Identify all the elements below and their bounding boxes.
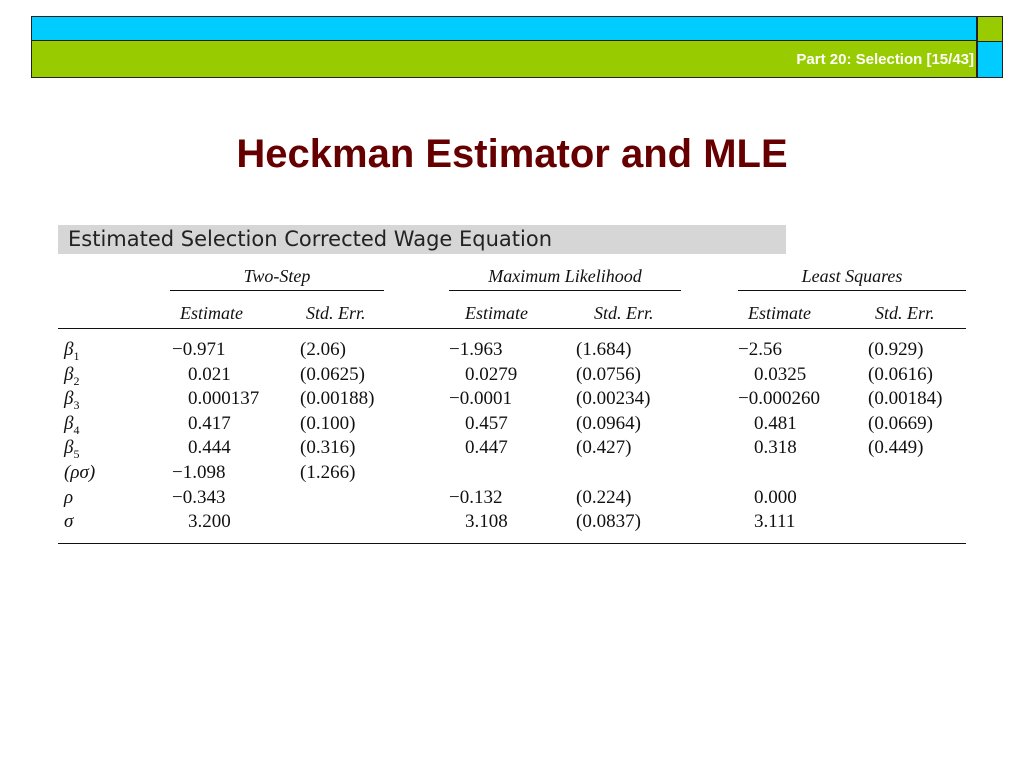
group-rule-least-squares (738, 290, 966, 291)
header-corner-top (977, 16, 1003, 42)
cell-ml-estimate: −1.963 (449, 339, 503, 360)
row-label: β4 (64, 412, 80, 437)
cell-ls-estimate: 0.000 (754, 486, 797, 508)
cell-two-step-estimate: 0.444 (188, 437, 231, 459)
subheader-estimate-1: Estimate (180, 303, 243, 323)
cell-ls-stderr: (0.929) (868, 339, 924, 360)
group-header-least-squares: Least Squares (801, 266, 903, 286)
cell-two-step-estimate: 0.021 (188, 363, 231, 385)
cell-ml-stderr: (0.00234) (576, 388, 651, 410)
cell-ls-stderr: (0.0669) (868, 412, 933, 434)
subheader-stderr-3: Std. Err. (875, 303, 935, 323)
cell-ls-estimate: 0.0325 (754, 363, 807, 385)
group-rule-max-likelihood (449, 290, 681, 291)
cell-two-step-estimate: −0.971 (172, 339, 226, 360)
cell-ml-stderr: (0.0964) (576, 412, 641, 434)
cell-ml-stderr: (1.684) (576, 339, 632, 360)
subheader-estimate-2: Estimate (465, 303, 528, 323)
cell-ls-estimate: 0.318 (754, 437, 797, 459)
cell-two-step-stderr: (0.00188) (300, 388, 375, 410)
cell-ls-stderr: (0.00184) (868, 388, 943, 410)
cell-two-step-stderr: (0.316) (300, 437, 356, 459)
cell-ml-stderr: (0.427) (576, 437, 632, 459)
row-label: ρ (64, 486, 74, 508)
cell-two-step-estimate: 0.417 (188, 412, 231, 434)
cell-ls-estimate: 0.481 (754, 412, 797, 434)
row-label: β2 (64, 363, 80, 388)
header-bar-top (31, 16, 977, 41)
group-header-max-likelihood: Maximum Likelihood (488, 266, 642, 286)
cell-two-step-stderr: (1.266) (300, 462, 356, 483)
cell-two-step-estimate: 3.200 (188, 511, 231, 533)
cell-ml-estimate: 0.447 (465, 437, 508, 459)
row-label: (ρσ) (64, 462, 96, 483)
cell-ls-estimate: −2.56 (738, 339, 782, 360)
row-label: β3 (64, 388, 80, 412)
header-corner-bottom (977, 42, 1003, 78)
header-bar-bottom (31, 41, 977, 78)
subheader-stderr-2: Std. Err. (594, 303, 654, 323)
cell-ml-estimate: −0.132 (449, 486, 503, 508)
cell-ml-estimate: 0.0279 (465, 363, 518, 385)
cell-ls-stderr: (0.449) (868, 437, 924, 459)
cell-two-step-stderr: (2.06) (300, 339, 346, 360)
row-label: σ (64, 511, 74, 533)
cell-ml-stderr: (0.0837) (576, 511, 641, 533)
cell-ml-stderr: (0.224) (576, 486, 632, 508)
cell-ls-estimate: −0.000260 (738, 388, 820, 410)
cell-ls-estimate: 3.111 (754, 511, 796, 533)
bottom-rule (58, 543, 966, 544)
cell-two-step-estimate: 0.000137 (188, 388, 260, 410)
cell-ml-estimate: −0.0001 (449, 388, 512, 410)
cell-ml-estimate: 3.108 (465, 511, 508, 533)
header-rule (58, 328, 966, 329)
cell-two-step-stderr: (0.100) (300, 412, 356, 434)
cell-ml-stderr: (0.0756) (576, 363, 641, 385)
cell-two-step-estimate: −0.343 (172, 486, 226, 508)
group-rule-two-step (170, 290, 384, 291)
table-caption: Estimated Selection Corrected Wage Equat… (58, 225, 786, 254)
cell-ls-stderr: (0.0616) (868, 363, 933, 385)
cell-two-step-estimate: −1.098 (172, 462, 226, 483)
cell-two-step-stderr: (0.0625) (300, 363, 365, 385)
cell-ml-estimate: 0.457 (465, 412, 508, 434)
group-header-two-step: Two-Step (243, 266, 311, 286)
subheader-stderr-1: Std. Err. (306, 303, 366, 323)
row-label: β5 (64, 437, 80, 462)
part-label: Part 20: Selection [15/43] (796, 51, 974, 68)
subheader-estimate-3: Estimate (748, 303, 811, 323)
slide-title: Heckman Estimator and MLE (236, 132, 788, 176)
row-label: β1 (64, 339, 80, 363)
